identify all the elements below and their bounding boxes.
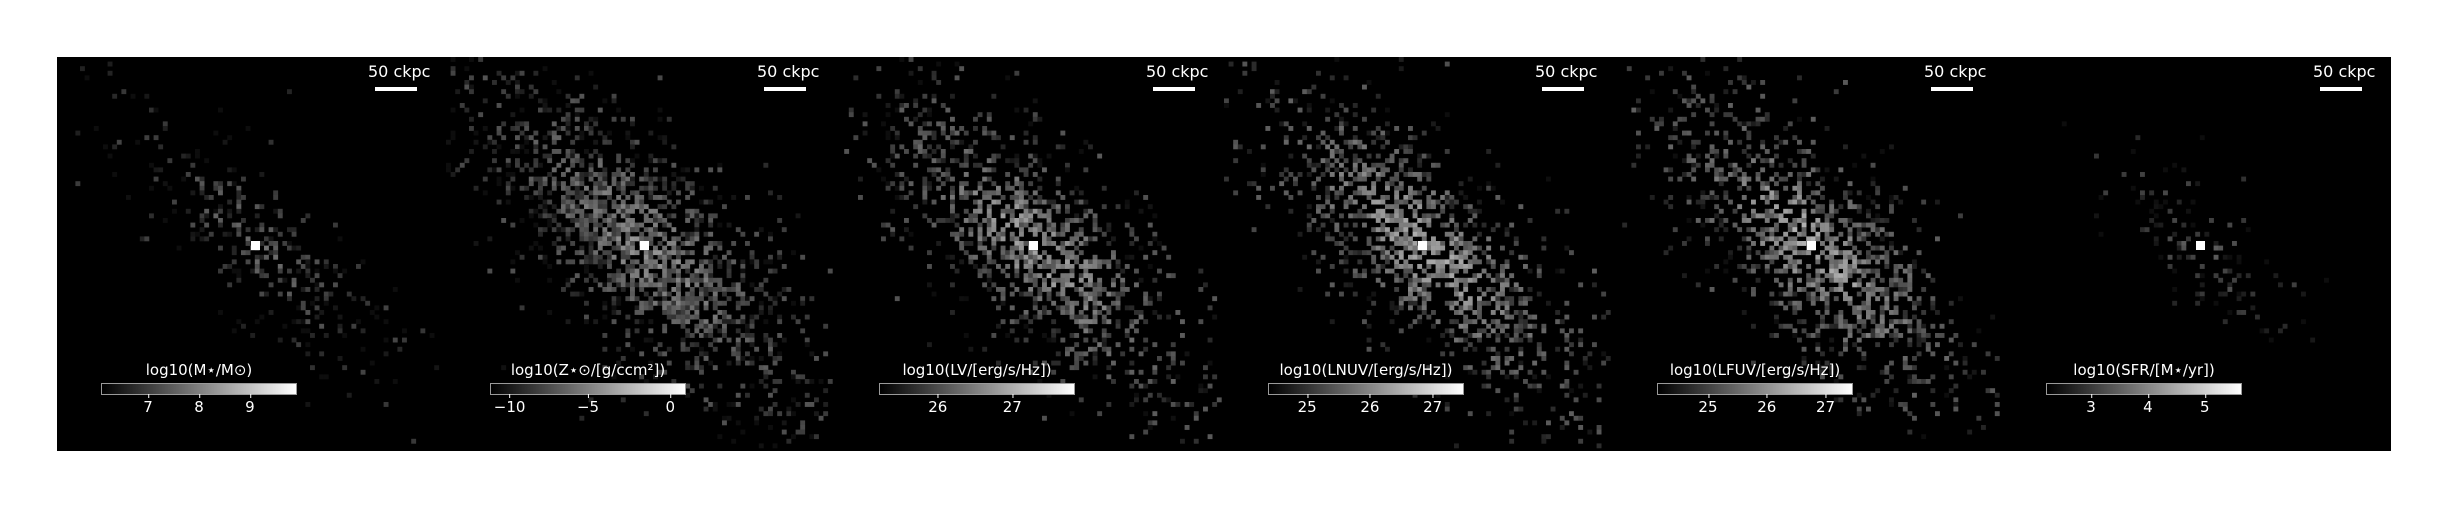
colorbar-tick-label: −10 <box>493 394 526 416</box>
colorbar: log10(LFUV/[erg/s/Hz]) 25 26 27 <box>1657 361 1853 415</box>
panel-v-band-luminosity: 50 ckpc log10(LV/[erg/s/Hz]) 26 27 <box>835 57 1224 451</box>
panel-metallicity: 50 ckpc log10(Z⋆⊙/[g/ccm²]) −10 −5 0 <box>446 57 835 451</box>
panel-fuv-luminosity: 50 ckpc log10(LFUV/[erg/s/Hz]) 25 26 27 <box>1613 57 2002 451</box>
scale-bar: 50 ckpc <box>1924 62 1987 91</box>
nuv-luminosity-map <box>1224 57 1611 449</box>
colorbar-gradient <box>879 383 1075 395</box>
scale-bar: 50 ckpc <box>368 62 431 91</box>
colorbar-tick-label: 26 <box>1757 394 1777 416</box>
colorbar: log10(SFR/[M⋆/yr]) 3 4 5 <box>2046 361 2242 415</box>
colorbar-gradient <box>2046 383 2242 395</box>
image-strip: 50 ckpc log10(M⋆/M⊙) 7 8 9 50 ckpc log10(Z… <box>57 57 2391 451</box>
colorbar-title: log10(Z⋆⊙/[g/ccm²]) <box>510 361 666 379</box>
colorbar: log10(Z⋆⊙/[g/ccm²]) −10 −5 0 <box>490 361 686 415</box>
colorbar-ticks: 26 27 <box>879 394 1075 416</box>
stellar-mass-map <box>75 61 440 444</box>
colorbar-tick-label: 25 <box>1698 394 1718 416</box>
scale-bar: 50 ckpc <box>2313 62 2376 91</box>
star-formation-rate-map <box>2061 121 2329 343</box>
galaxy-core <box>1418 241 1427 250</box>
colorbar-tick-label: 8 <box>194 394 204 416</box>
colorbar-gradient <box>1268 383 1464 395</box>
scale-bar-line <box>1542 87 1584 91</box>
scale-bar-line <box>2320 87 2362 91</box>
scale-bar-line <box>764 87 806 91</box>
colorbar-gradient <box>490 383 686 395</box>
galaxy-core <box>1807 241 1816 250</box>
scale-bar-label: 50 ckpc <box>1535 62 1598 81</box>
v-band-luminosity-map <box>844 57 1222 444</box>
colorbar-tick-label: −5 <box>576 394 600 416</box>
colorbar-title: log10(LV/[erg/s/Hz]) <box>902 361 1052 379</box>
scale-bar-label: 50 ckpc <box>368 62 431 81</box>
colorbar-tick-label: 26 <box>1360 394 1380 416</box>
metallicity-map <box>446 57 833 449</box>
colorbar-ticks: 7 8 9 <box>101 394 297 416</box>
colorbar: log10(LNUV/[erg/s/Hz]) 25 26 27 <box>1268 361 1464 415</box>
colorbar-tick-label: 26 <box>928 394 948 416</box>
scale-bar-label: 50 ckpc <box>2313 62 2376 81</box>
galaxy-core <box>1029 241 1038 250</box>
galaxy-core <box>251 241 260 250</box>
colorbar-tick-label: 3 <box>2086 394 2096 416</box>
colorbar-tick-label: 0 <box>665 394 676 416</box>
panel-star-formation-rate: 50 ckpc log10(SFR/[M⋆/yr]) 3 4 5 <box>2002 57 2391 451</box>
colorbar-tick-label: 27 <box>1002 394 1022 416</box>
colorbar-ticks: 25 26 27 <box>1268 394 1464 416</box>
colorbar-tick-label: 4 <box>2143 394 2153 416</box>
scale-bar-line <box>1153 87 1195 91</box>
scale-bar: 50 ckpc <box>1146 62 1209 91</box>
colorbar-tick-label: 7 <box>143 394 153 416</box>
fuv-luminosity-map <box>1622 57 2000 440</box>
colorbar-tick-label: 25 <box>1297 394 1317 416</box>
colorbar-tick-label: 27 <box>1423 394 1443 416</box>
colorbar-tick-label: 27 <box>1816 394 1836 416</box>
scale-bar-label: 50 ckpc <box>1146 62 1209 81</box>
colorbar-ticks: 25 26 27 <box>1657 394 1853 416</box>
colorbar-title: log10(M⋆/M⊙) <box>145 361 253 379</box>
scale-bar: 50 ckpc <box>1535 62 1598 91</box>
colorbar-gradient <box>1657 383 1853 395</box>
colorbar-ticks: −10 −5 0 <box>490 394 686 416</box>
panel-stellar-mass: 50 ckpc log10(M⋆/M⊙) 7 8 9 <box>57 57 446 451</box>
colorbar-title: log10(LNUV/[erg/s/Hz]) <box>1279 361 1453 379</box>
scale-bar-label: 50 ckpc <box>757 62 820 81</box>
colorbar-tick-label: 9 <box>245 394 255 416</box>
scale-bar-label: 50 ckpc <box>1924 62 1987 81</box>
colorbar: log10(M⋆/M⊙) 7 8 9 <box>101 361 297 415</box>
galaxy-core <box>2196 241 2205 250</box>
scale-bar-line <box>375 87 417 91</box>
colorbar-title: log10(LFUV/[erg/s/Hz]) <box>1669 361 1841 379</box>
colorbar-tick-label: 5 <box>2199 394 2210 416</box>
scale-bar: 50 ckpc <box>757 62 820 91</box>
colorbar-title: log10(SFR/[M⋆/yr]) <box>2073 361 2215 379</box>
colorbar: log10(LV/[erg/s/Hz]) 26 27 <box>879 361 1075 415</box>
panel-nuv-luminosity: 50 ckpc log10(LNUV/[erg/s/Hz]) 25 26 27 <box>1224 57 1613 451</box>
galaxy-core <box>640 241 649 250</box>
colorbar-ticks: 3 4 5 <box>2046 394 2242 416</box>
scale-bar-line <box>1931 87 1973 91</box>
